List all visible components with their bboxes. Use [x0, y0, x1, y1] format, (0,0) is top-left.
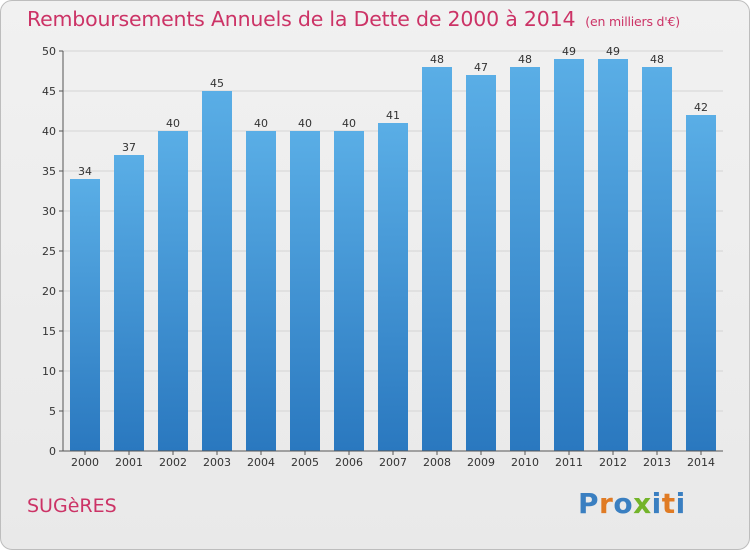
x-tick-label-2003: 2003	[203, 456, 231, 469]
logo-letter: t	[661, 487, 676, 520]
value-label-2001: 37	[122, 141, 136, 154]
y-tick-label-5: 5	[49, 405, 56, 418]
logo-letter: P	[578, 487, 600, 520]
bar-2010	[510, 67, 540, 451]
logo-letter: x	[633, 487, 652, 520]
y-tick-label-15: 15	[42, 325, 56, 338]
y-tick-label-30: 30	[42, 205, 56, 218]
labels: 0 5 10 15 20 25 30 35 40 45 50 34 2000 37 2001 40 2002 45…	[42, 45, 715, 469]
value-label-2009: 47	[474, 61, 488, 74]
y-tick-label-25: 25	[42, 245, 56, 258]
x-tick-label-2013: 2013	[643, 456, 671, 469]
logo-letter: i	[675, 487, 686, 520]
y-tick-label-50: 50	[42, 45, 56, 58]
value-label-2002: 40	[166, 117, 180, 130]
y-tick-label-10: 10	[42, 365, 56, 378]
x-tick-label-2004: 2004	[247, 456, 275, 469]
y-tick-label-20: 20	[42, 285, 56, 298]
value-label-2007: 41	[386, 109, 400, 122]
x-tick-label-2000: 2000	[71, 456, 99, 469]
bar-2001	[114, 155, 144, 451]
bar-2014	[686, 115, 716, 451]
x-tick-label-2006: 2006	[335, 456, 363, 469]
bar-2012	[598, 59, 628, 451]
x-tick-label-2007: 2007	[379, 456, 407, 469]
value-label-2008: 48	[430, 53, 444, 66]
value-label-2012: 49	[606, 45, 620, 58]
y-tick-label-35: 35	[42, 165, 56, 178]
bar-2008	[422, 67, 452, 451]
x-tick-label-2014: 2014	[687, 456, 715, 469]
value-label-2011: 49	[562, 45, 576, 58]
value-label-2000: 34	[78, 165, 92, 178]
bar-2007	[378, 123, 408, 451]
bar-2000	[70, 179, 100, 451]
proxiti-logo: Proxiti	[578, 487, 686, 520]
chart-title: Remboursements Annuels de la Dette de 20…	[27, 7, 680, 31]
x-tick-label-2001: 2001	[115, 456, 143, 469]
bar-2009	[466, 75, 496, 451]
x-tick-label-2012: 2012	[599, 456, 627, 469]
chart-title-text: Remboursements Annuels de la Dette de 20…	[27, 7, 576, 31]
chart-unit-label: (en milliers d'€)	[585, 14, 680, 29]
bar-2006	[334, 131, 364, 451]
value-label-2010: 48	[518, 53, 532, 66]
bar-2005	[290, 131, 320, 451]
bar-2003	[202, 91, 232, 451]
x-tick-label-2008: 2008	[423, 456, 451, 469]
bar-2013	[642, 67, 672, 451]
bar-2002	[158, 131, 188, 451]
value-label-2014: 42	[694, 101, 708, 114]
logo-letter: r	[599, 487, 614, 520]
value-label-2003: 45	[210, 77, 224, 90]
x-tick-label-2011: 2011	[555, 456, 583, 469]
town-name: SUGèRES	[27, 495, 117, 517]
bar-2004	[246, 131, 276, 451]
y-tick-label-40: 40	[42, 125, 56, 138]
bars	[70, 59, 716, 451]
value-label-2006: 40	[342, 117, 356, 130]
y-tick-label-45: 45	[42, 85, 56, 98]
x-tick-label-2002: 2002	[159, 456, 187, 469]
y-tick-label-0: 0	[49, 445, 56, 458]
x-tick-label-2009: 2009	[467, 456, 495, 469]
value-label-2013: 48	[650, 53, 664, 66]
value-label-2005: 40	[298, 117, 312, 130]
logo-letter: i	[651, 487, 662, 520]
x-tick-label-2005: 2005	[291, 456, 319, 469]
axes	[59, 50, 723, 455]
x-tick-label-2010: 2010	[511, 456, 539, 469]
bar-2011	[554, 59, 584, 451]
logo-letter: o	[613, 487, 634, 520]
value-label-2004: 40	[254, 117, 268, 130]
